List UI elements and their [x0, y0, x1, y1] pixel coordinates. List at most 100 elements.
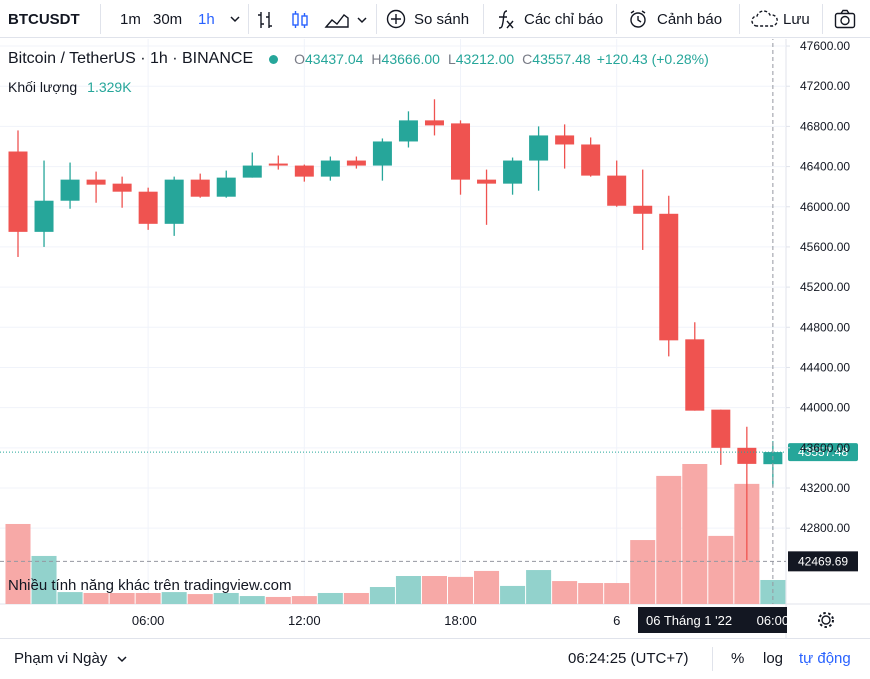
y-tick-label: 43200.00: [800, 481, 850, 495]
price-tag: [788, 443, 858, 462]
ohlc-key: C: [522, 51, 533, 67]
y-tick-label: 46400.00: [800, 160, 850, 174]
status-dot: [269, 54, 279, 64]
candle-body: [529, 135, 549, 161]
volume-bar: [526, 570, 552, 604]
volume-bar: [447, 576, 474, 604]
separator: [712, 647, 713, 671]
volume-bar: [213, 592, 239, 604]
ohlc-value: 43557.48: [532, 51, 591, 67]
clock: 06:24:25 (UTC+7): [568, 650, 689, 667]
candle-body: [34, 200, 54, 232]
volume-bar: [474, 570, 500, 604]
x-tick-label: 12:00: [288, 613, 321, 628]
candle-body: [320, 160, 340, 177]
chevron[interactable]: [116, 654, 128, 666]
interval[interactable]: 1h: [198, 11, 215, 28]
interval[interactable]: 30m: [153, 11, 183, 28]
candle-body: [398, 120, 418, 142]
volume-bar: [578, 583, 604, 604]
crosshair-price-tag: [788, 551, 858, 572]
volume-bar: [343, 592, 369, 604]
alerts[interactable]: Cảnh báo: [657, 11, 723, 28]
ohlc-key: H: [371, 51, 382, 67]
footer: Phạm vi Ngày 06:24:25 (UTC+7) % log tự đ…: [0, 638, 870, 679]
chart-type-icons[interactable]: [256, 9, 368, 31]
candle-body: [216, 177, 236, 197]
watermark[interactable]: Nhiều tính năng khác trên tradingview.co…: [8, 577, 292, 594]
y-tick-label: 46800.00: [800, 119, 850, 133]
log-toggle[interactable]: log: [763, 650, 784, 667]
symbol[interactable]: BTCUSDT: [8, 11, 80, 28]
candle-body: [190, 179, 210, 197]
price-tag-label: 43557.48: [798, 445, 848, 459]
volume-label: Khối lượng: [8, 79, 78, 95]
candle-body: [294, 165, 314, 177]
volume-legend: Khối lượng 1.329K: [8, 79, 132, 95]
volume-value: 1.329K: [87, 79, 132, 95]
volume-bar: [265, 596, 291, 604]
candle-body: [242, 165, 262, 178]
volume-bar: [395, 576, 421, 604]
cloud-icon[interactable]: [750, 10, 780, 28]
settings-icon[interactable]: [818, 612, 834, 628]
volume-bar: [135, 592, 161, 604]
volume-bar: [604, 583, 630, 604]
symbol-title: Bitcoin / TetherUS · 1h · BINANCE: [8, 50, 254, 67]
x-tick-label: 6: [613, 613, 620, 628]
range[interactable]: Phạm vi Ngày: [14, 650, 108, 667]
ohlc-key: L: [447, 51, 456, 67]
overlay: 43557.48 42469.69 06 Tháng 1 '22 06:00: [0, 39, 858, 633]
chevron[interactable]: [229, 13, 241, 25]
candle-body: [607, 175, 627, 206]
candle-body: [451, 123, 471, 180]
ohlc-value: 43437.04: [305, 51, 364, 67]
y-tick-label: 44400.00: [800, 360, 850, 374]
y-tick-label: 44800.00: [800, 320, 850, 334]
alert-icon[interactable]: [628, 9, 648, 29]
y-tick-label: 42800.00: [800, 521, 850, 535]
compare[interactable]: So sánh: [414, 11, 470, 28]
candle-body: [555, 135, 575, 145]
candle-body: [503, 160, 523, 184]
crosshair-time: 06:00: [757, 613, 790, 628]
candle-body: [86, 179, 106, 185]
separator: [616, 4, 617, 34]
volume-bar: [682, 464, 708, 604]
candle-body: [372, 141, 392, 166]
candle-body: [60, 179, 80, 201]
volume-bar: [317, 592, 343, 604]
candles: [8, 99, 783, 561]
volume-bar: [31, 555, 57, 604]
indicators[interactable]: Các chỉ báo: [524, 11, 604, 28]
crosshair-time-tag: [638, 607, 787, 633]
y-tick-label: 44000.00: [800, 401, 850, 415]
save[interactable]: Lưu: [783, 11, 810, 28]
candle-body: [112, 183, 132, 192]
ohlc-value: 43666.00: [381, 51, 440, 67]
separator: [100, 4, 101, 34]
auto-toggle[interactable]: tự động: [799, 650, 851, 667]
volume-bar: [5, 523, 31, 604]
volume-bar: [161, 592, 187, 604]
percent-toggle[interactable]: %: [731, 650, 745, 667]
volume-bar: [83, 592, 109, 604]
candle-body: [659, 213, 679, 341]
toolbar: BTCUSDT 1m 30m 1h So sánh Các chỉ báo Cả…: [0, 0, 870, 38]
indicators-icon[interactable]: [496, 8, 516, 30]
y-tick-label: 46000.00: [800, 200, 850, 214]
crosshair-price: 42469.69: [798, 554, 848, 568]
ohlc-value: 43212.00: [455, 51, 515, 67]
interval[interactable]: 1m: [120, 11, 141, 28]
camera-icon[interactable]: [834, 9, 856, 29]
y-tick-label: 45600.00: [800, 240, 850, 254]
ohlc: O 43437.04 H 43666.00 L 43212.00 C 43557.48: [294, 51, 591, 67]
volume-bar: [57, 592, 83, 604]
volume-bar: [421, 576, 447, 604]
candle-body: [711, 409, 731, 448]
compare-icon[interactable]: [386, 9, 406, 29]
candle-body: [346, 160, 366, 166]
separator: [376, 4, 377, 34]
x-tick-label: 06:00: [132, 613, 165, 628]
